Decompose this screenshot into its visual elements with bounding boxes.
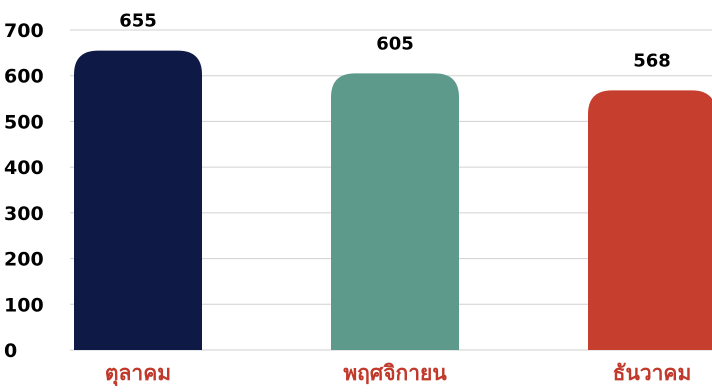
- y-tick-label: 600: [4, 66, 44, 88]
- y-tick-label: 100: [4, 294, 44, 316]
- y-tick-label: 400: [4, 157, 44, 179]
- data-label: 605: [376, 33, 414, 54]
- bar: [331, 73, 459, 350]
- category-label: พฤศจิกายน: [343, 361, 447, 385]
- y-tick-label: 300: [4, 203, 44, 225]
- category-label: ตุลาคม: [105, 361, 171, 387]
- y-tick-label: 200: [4, 249, 44, 271]
- bar: [74, 50, 202, 350]
- bar: [588, 90, 712, 350]
- y-tick-label: 700: [4, 20, 44, 42]
- data-label: 655: [119, 11, 157, 32]
- category-label: ธันวาคม: [613, 361, 692, 385]
- data-labels: 655 605 568: [119, 11, 671, 72]
- y-tick-label: 0: [4, 340, 17, 362]
- y-tick-label: 500: [4, 111, 44, 133]
- data-label: 568: [633, 50, 671, 71]
- bars: [74, 50, 712, 350]
- x-axis-category-labels: ตุลาคม พฤศจิกายน ธันวาคม: [105, 361, 691, 387]
- y-axis-tick-labels: 0 100 200 300 400 500 600 700: [4, 20, 44, 362]
